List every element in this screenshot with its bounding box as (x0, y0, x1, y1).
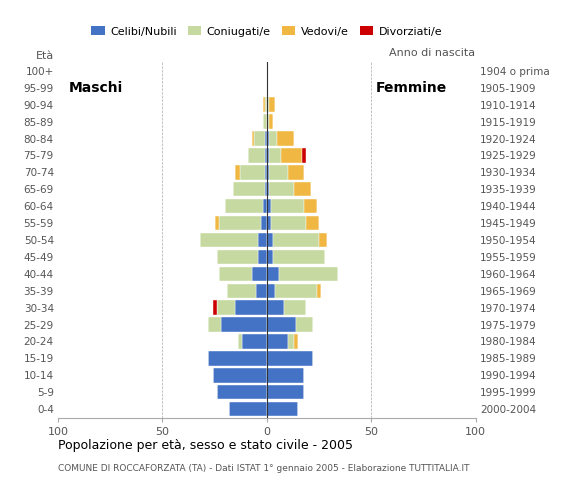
Bar (294, 182, 311, 196)
Bar (267, 402, 298, 416)
Bar (215, 216, 219, 230)
Bar (267, 165, 269, 180)
Bar (264, 165, 267, 180)
Bar (219, 216, 260, 230)
Text: Femmine: Femmine (375, 81, 447, 95)
Bar (267, 317, 296, 332)
Bar (267, 199, 271, 213)
Bar (306, 216, 319, 230)
Bar (269, 165, 288, 180)
Text: Età: Età (35, 51, 54, 60)
Bar (264, 132, 267, 146)
Bar (267, 368, 304, 383)
Bar (267, 216, 271, 230)
Bar (227, 284, 256, 298)
Bar (229, 402, 267, 416)
Bar (294, 334, 298, 348)
Bar (269, 114, 273, 129)
Bar (252, 267, 267, 281)
Bar (281, 148, 302, 163)
Bar (200, 233, 259, 247)
Bar (259, 250, 267, 264)
Bar (269, 97, 275, 112)
Bar (208, 317, 221, 332)
Bar (252, 132, 254, 146)
Bar (273, 250, 325, 264)
Bar (304, 199, 317, 213)
Bar (217, 385, 267, 399)
Legend: Celibi/Nubili, Coniugati/e, Vedovi/e, Divorziati/e: Celibi/Nubili, Coniugati/e, Vedovi/e, Di… (87, 22, 447, 41)
Bar (260, 216, 267, 230)
Bar (267, 284, 275, 298)
Bar (225, 199, 263, 213)
Bar (267, 300, 284, 315)
Bar (288, 165, 304, 180)
Bar (267, 267, 280, 281)
Bar (267, 148, 269, 163)
Bar (238, 334, 242, 348)
Bar (219, 267, 252, 281)
Bar (269, 132, 277, 146)
Bar (208, 351, 267, 366)
Bar (235, 165, 240, 180)
Bar (264, 182, 267, 196)
Bar (273, 233, 319, 247)
Bar (212, 300, 217, 315)
Bar (217, 250, 259, 264)
Bar (288, 334, 294, 348)
Bar (275, 284, 317, 298)
Bar (264, 148, 267, 163)
Bar (254, 132, 264, 146)
Bar (267, 351, 313, 366)
Bar (319, 233, 327, 247)
Bar (259, 233, 267, 247)
Bar (267, 385, 304, 399)
Bar (263, 199, 267, 213)
Bar (302, 148, 306, 163)
Bar (235, 300, 267, 315)
Bar (267, 97, 269, 112)
Bar (271, 199, 304, 213)
Text: Maschi: Maschi (68, 81, 123, 95)
Bar (271, 216, 306, 230)
Text: COMUNE DI ROCCAFORZATA (TA) - Dati ISTAT 1° gennaio 2005 - Elaborazione TUTTITAL: COMUNE DI ROCCAFORZATA (TA) - Dati ISTAT… (58, 464, 469, 473)
Bar (280, 267, 338, 281)
Bar (264, 97, 267, 112)
Bar (269, 148, 281, 163)
Bar (242, 334, 267, 348)
Bar (317, 284, 321, 298)
Bar (267, 132, 269, 146)
Bar (296, 317, 313, 332)
Bar (217, 300, 235, 315)
Bar (267, 182, 269, 196)
Bar (248, 148, 264, 163)
Bar (263, 114, 267, 129)
Bar (263, 97, 264, 112)
Bar (267, 250, 273, 264)
Text: Popolazione per età, sesso e stato civile - 2005: Popolazione per età, sesso e stato civil… (58, 439, 353, 452)
Bar (212, 368, 267, 383)
Bar (267, 334, 288, 348)
Bar (269, 182, 294, 196)
Bar (267, 114, 269, 129)
Bar (267, 233, 273, 247)
Bar (277, 132, 294, 146)
Bar (221, 317, 267, 332)
Bar (233, 182, 264, 196)
Bar (256, 284, 267, 298)
Text: Anno di nascita: Anno di nascita (390, 48, 476, 58)
Bar (240, 165, 264, 180)
Bar (284, 300, 306, 315)
